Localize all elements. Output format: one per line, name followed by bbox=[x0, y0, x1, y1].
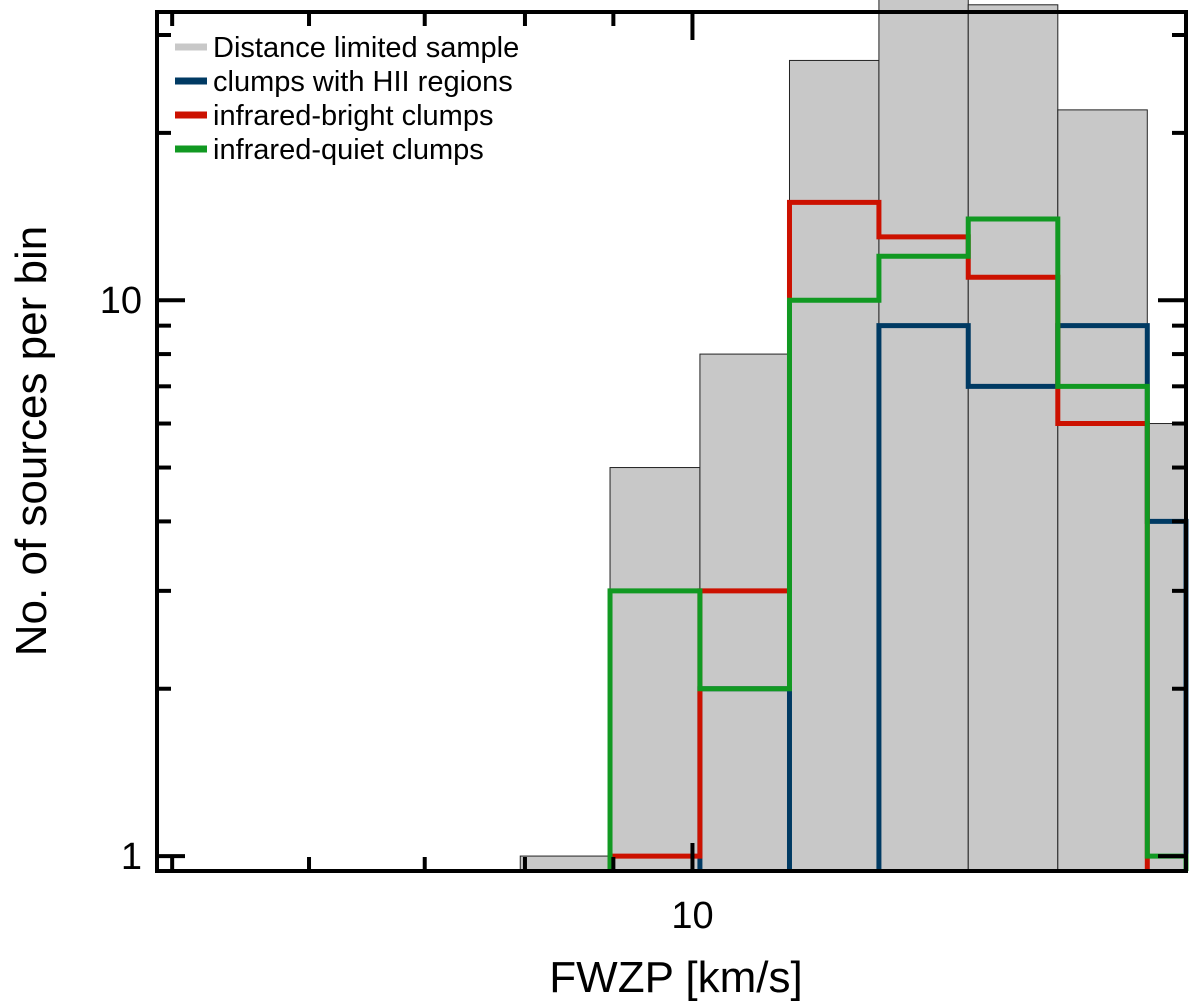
distance-limited-bars bbox=[519, 0, 1187, 872]
x-tick-label: 10 bbox=[671, 895, 713, 937]
bar bbox=[967, 4, 1059, 872]
bar bbox=[788, 59, 880, 872]
bar bbox=[519, 855, 611, 872]
bar bbox=[699, 353, 790, 872]
tick-labels: 10 1 10 bbox=[100, 280, 714, 937]
bar bbox=[609, 467, 701, 872]
legend-label: clumps with HII regions bbox=[213, 66, 513, 98]
bar bbox=[1146, 423, 1187, 872]
legend-label: infrared-quiet clumps bbox=[213, 134, 484, 166]
legend-label: Distance limited sample bbox=[213, 32, 519, 64]
series-line-3 bbox=[607, 216, 1189, 871]
y-tick-label: 1 bbox=[121, 836, 142, 878]
series-line-2 bbox=[607, 199, 1150, 871]
bar bbox=[1057, 109, 1148, 872]
step-histograms bbox=[607, 199, 1189, 871]
x-axis-title: FWZP [km/s] bbox=[549, 953, 802, 1002]
plot-frame bbox=[155, 10, 1188, 873]
y-tick-label: 10 bbox=[100, 280, 142, 322]
legend-label: infrared-bright clumps bbox=[213, 100, 493, 132]
y-axis-title: No. of sources per bin bbox=[7, 226, 56, 656]
axis-ticks bbox=[157, 12, 1186, 871]
bar bbox=[878, 0, 969, 872]
